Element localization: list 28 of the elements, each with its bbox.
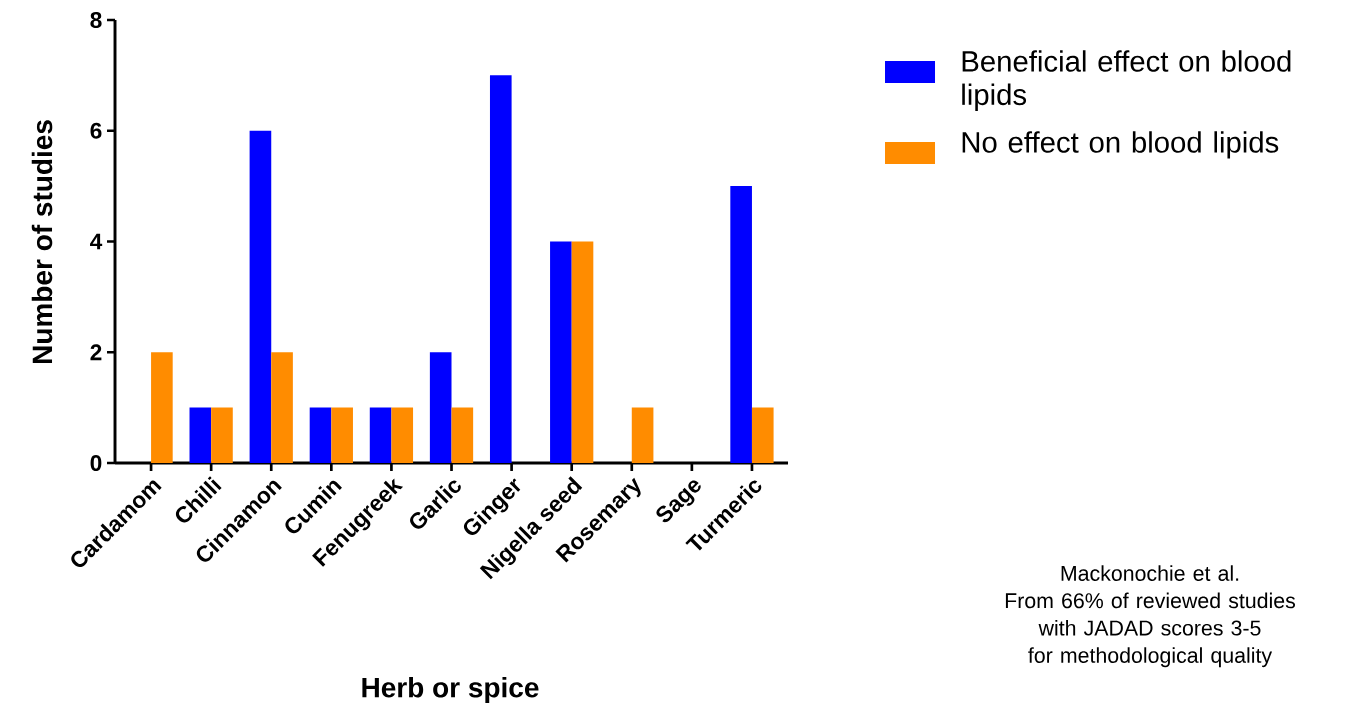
bar — [151, 352, 173, 463]
bar — [391, 407, 414, 463]
bar — [631, 407, 654, 463]
text: Mackonochie et al. — [1061, 565, 1239, 581]
legend-label: No effect on blood lipids — [962, 131, 1279, 159]
bar — [429, 352, 452, 463]
y-tick-label: 8 — [90, 11, 102, 29]
bar — [730, 186, 752, 463]
bar — [451, 407, 474, 463]
bar — [249, 130, 272, 463]
bar — [271, 352, 293, 463]
bar — [331, 407, 353, 463]
bar — [489, 75, 512, 463]
bar — [309, 407, 332, 463]
y-tick-label: 2 — [90, 344, 102, 361]
y-tick-label: 4 — [90, 233, 103, 250]
x-axis-title: Herb or spice — [362, 676, 539, 704]
y-axis-title: Number of studies — [31, 120, 53, 364]
bar — [369, 407, 392, 463]
bar — [751, 407, 774, 463]
y-tick-label: 6 — [90, 122, 102, 139]
text: From 66% of reviewed studies with JADAD scores 3-5 for methodological quality — [1005, 592, 1296, 668]
bar — [550, 241, 572, 463]
bar — [211, 407, 233, 463]
bar — [189, 407, 212, 463]
y-tick-label: 0 — [90, 454, 102, 472]
legend-label: Beneficial effect on blood lipids — [962, 50, 1291, 111]
bar — [571, 241, 594, 463]
